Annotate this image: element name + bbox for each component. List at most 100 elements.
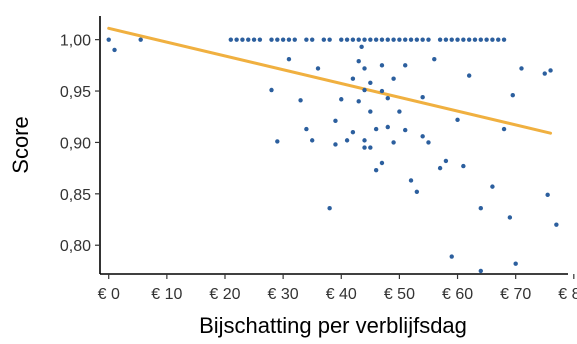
y-tick-label: 0,95 <box>60 84 91 101</box>
data-point <box>490 37 495 42</box>
data-point <box>455 37 460 42</box>
data-point <box>461 163 466 169</box>
data-point <box>368 109 373 114</box>
data-point <box>420 134 425 139</box>
data-point <box>356 99 361 104</box>
data-point <box>286 37 292 42</box>
x-tick-label: € 0 <box>98 286 120 303</box>
x-tick-label: € 40 <box>326 286 357 303</box>
x-ticks: € 0 € 10 € 20 € 30 € 40 € 50 € 60 € 70 € 80 <box>98 274 577 303</box>
data-point <box>478 37 483 42</box>
data-point <box>408 37 414 42</box>
data-point <box>373 167 379 173</box>
data-point <box>327 206 332 211</box>
data-point <box>391 37 396 42</box>
data-point <box>432 56 437 62</box>
data-point <box>257 37 263 42</box>
data-point <box>385 96 390 101</box>
x-tick-label: € 50 <box>384 286 415 303</box>
y-tick-label: 0,80 <box>60 238 91 255</box>
data-point <box>420 37 425 42</box>
data-point <box>350 76 356 81</box>
data-point <box>240 37 245 42</box>
data-point <box>138 37 143 42</box>
data-point <box>298 98 303 103</box>
data-point <box>385 37 390 42</box>
data-point <box>339 97 344 102</box>
data-point <box>554 222 559 227</box>
data-point <box>385 124 390 130</box>
data-point <box>275 37 280 42</box>
data-point <box>362 87 367 93</box>
y-tick-label: 0,90 <box>60 135 91 152</box>
data-point <box>344 37 350 42</box>
data-point <box>414 37 420 42</box>
data-point <box>356 59 361 64</box>
trend-line <box>107 26 553 135</box>
data-point <box>368 80 373 86</box>
data-point <box>472 37 478 42</box>
points-layer <box>106 37 559 274</box>
data-point <box>461 37 466 42</box>
data-point <box>362 37 367 42</box>
data-point <box>368 37 373 42</box>
data-point <box>478 206 483 211</box>
data-point <box>397 109 402 114</box>
data-point <box>391 140 396 145</box>
data-point <box>379 37 385 42</box>
data-point <box>315 66 321 71</box>
data-point <box>327 37 332 42</box>
x-tick-label: € 70 <box>500 286 531 303</box>
data-point <box>437 37 443 42</box>
data-point <box>350 37 356 42</box>
y-axis-title: Score <box>8 116 33 173</box>
data-point <box>443 37 449 42</box>
data-point <box>513 261 518 266</box>
data-point <box>478 268 483 274</box>
data-point <box>379 88 385 94</box>
data-point <box>362 138 367 143</box>
data-point <box>112 47 117 53</box>
data-point <box>391 76 396 81</box>
data-point <box>449 37 454 42</box>
y-tick-label: 0,85 <box>60 187 91 204</box>
data-point <box>373 37 379 42</box>
data-point <box>286 56 292 62</box>
data-point <box>426 37 431 42</box>
data-point <box>234 37 239 42</box>
data-point <box>501 37 507 42</box>
data-point <box>545 192 550 198</box>
data-point <box>542 71 547 76</box>
x-tick-label: € 20 <box>209 286 240 303</box>
data-point <box>304 126 309 132</box>
data-point <box>420 95 425 100</box>
data-point <box>490 184 495 189</box>
data-point <box>269 87 274 93</box>
axes-layer <box>99 16 568 275</box>
data-point <box>333 142 338 147</box>
data-point <box>426 140 431 145</box>
data-point <box>280 37 286 42</box>
data-point <box>519 66 524 71</box>
data-point <box>379 160 385 166</box>
data-point <box>275 139 280 144</box>
data-point <box>309 37 315 42</box>
trend-layer <box>107 26 553 135</box>
data-point <box>309 138 315 143</box>
data-point <box>362 145 367 150</box>
data-point <box>379 63 385 68</box>
x-tick-label: € 10 <box>151 286 182 303</box>
data-point <box>403 63 408 68</box>
data-point <box>292 37 297 42</box>
data-point <box>356 37 361 42</box>
data-point <box>548 68 553 73</box>
y-tick-label: 1,00 <box>60 33 91 50</box>
data-point <box>501 126 507 132</box>
data-point <box>455 117 460 123</box>
x-axis-title: Bijschatting per verblijfsdag <box>199 313 467 338</box>
y-ticks: 0,80 0,85 0,90 0,95 1,00 <box>60 33 100 255</box>
data-point <box>350 129 356 135</box>
data-point <box>246 37 251 42</box>
data-point <box>484 37 489 42</box>
